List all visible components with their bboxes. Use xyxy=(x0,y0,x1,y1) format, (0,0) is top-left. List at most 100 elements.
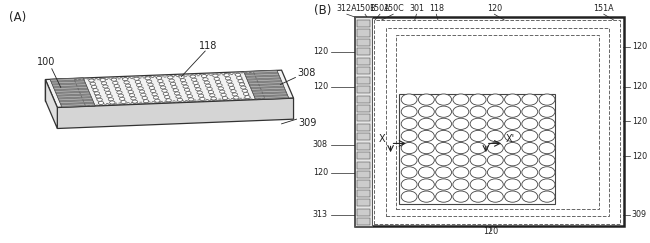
Ellipse shape xyxy=(142,96,148,99)
Polygon shape xyxy=(246,76,280,79)
Polygon shape xyxy=(61,103,95,106)
Circle shape xyxy=(453,94,469,105)
Bar xyxy=(357,199,370,207)
Circle shape xyxy=(539,155,555,166)
Circle shape xyxy=(419,118,434,130)
Ellipse shape xyxy=(117,91,122,94)
Ellipse shape xyxy=(181,82,187,85)
Circle shape xyxy=(419,179,434,190)
Ellipse shape xyxy=(103,85,108,88)
Ellipse shape xyxy=(222,96,227,100)
Circle shape xyxy=(401,130,417,142)
Circle shape xyxy=(419,130,434,142)
Ellipse shape xyxy=(205,84,211,87)
Circle shape xyxy=(488,167,503,178)
Bar xyxy=(357,171,370,178)
Ellipse shape xyxy=(183,85,188,88)
Ellipse shape xyxy=(180,79,186,82)
Polygon shape xyxy=(51,81,85,84)
Ellipse shape xyxy=(89,79,94,82)
Ellipse shape xyxy=(174,92,180,95)
Ellipse shape xyxy=(138,87,143,90)
Ellipse shape xyxy=(96,95,101,98)
Bar xyxy=(357,190,370,197)
Ellipse shape xyxy=(140,93,146,96)
Text: 120: 120 xyxy=(483,227,498,236)
Ellipse shape xyxy=(237,77,242,79)
Ellipse shape xyxy=(220,90,225,93)
Bar xyxy=(357,77,370,84)
Ellipse shape xyxy=(118,94,124,97)
Circle shape xyxy=(401,155,417,166)
Ellipse shape xyxy=(129,94,135,97)
Ellipse shape xyxy=(238,80,243,83)
Ellipse shape xyxy=(162,89,167,92)
Ellipse shape xyxy=(242,89,248,92)
Text: 118: 118 xyxy=(199,41,217,51)
Ellipse shape xyxy=(221,93,226,96)
Ellipse shape xyxy=(135,80,140,84)
Text: 120: 120 xyxy=(632,42,647,51)
Ellipse shape xyxy=(158,79,163,83)
Circle shape xyxy=(436,130,452,142)
Circle shape xyxy=(504,167,521,178)
Text: 120: 120 xyxy=(632,117,647,126)
Polygon shape xyxy=(245,73,279,77)
Ellipse shape xyxy=(173,89,179,92)
Circle shape xyxy=(453,130,469,142)
Ellipse shape xyxy=(128,90,133,94)
Ellipse shape xyxy=(112,81,118,84)
Circle shape xyxy=(453,167,469,178)
Ellipse shape xyxy=(121,101,126,104)
Ellipse shape xyxy=(145,77,150,80)
Bar xyxy=(357,86,370,93)
Text: X: X xyxy=(379,134,385,144)
Text: 308: 308 xyxy=(313,140,328,149)
Ellipse shape xyxy=(105,91,111,94)
Ellipse shape xyxy=(159,83,164,86)
Ellipse shape xyxy=(231,90,236,93)
Circle shape xyxy=(539,118,555,130)
Text: 151A: 151A xyxy=(593,4,614,13)
Ellipse shape xyxy=(177,98,183,101)
Text: (A): (A) xyxy=(10,11,27,24)
Ellipse shape xyxy=(127,87,132,90)
Ellipse shape xyxy=(194,85,200,88)
Text: 308: 308 xyxy=(297,68,315,78)
Ellipse shape xyxy=(107,95,112,98)
Bar xyxy=(357,48,370,55)
Ellipse shape xyxy=(239,83,244,86)
Circle shape xyxy=(539,191,555,202)
Circle shape xyxy=(488,130,503,142)
Text: 313: 313 xyxy=(313,210,328,219)
Circle shape xyxy=(488,191,503,202)
Circle shape xyxy=(436,155,452,166)
Ellipse shape xyxy=(101,82,107,85)
Circle shape xyxy=(470,130,486,142)
Ellipse shape xyxy=(193,81,198,85)
Bar xyxy=(396,35,599,208)
Ellipse shape xyxy=(94,92,99,95)
Circle shape xyxy=(504,191,521,202)
Ellipse shape xyxy=(111,78,116,81)
Circle shape xyxy=(436,167,452,178)
Polygon shape xyxy=(252,90,286,93)
Text: 120: 120 xyxy=(313,168,328,177)
Circle shape xyxy=(488,142,503,154)
Ellipse shape xyxy=(185,88,190,91)
Ellipse shape xyxy=(209,94,215,97)
Ellipse shape xyxy=(100,78,105,82)
Polygon shape xyxy=(50,78,84,81)
Circle shape xyxy=(401,179,417,190)
Ellipse shape xyxy=(240,86,246,89)
Ellipse shape xyxy=(227,80,232,83)
Ellipse shape xyxy=(218,87,224,90)
Bar xyxy=(357,209,370,216)
Circle shape xyxy=(539,167,555,178)
Circle shape xyxy=(401,106,417,117)
Ellipse shape xyxy=(155,99,160,102)
Circle shape xyxy=(522,130,538,142)
Ellipse shape xyxy=(179,76,184,78)
Ellipse shape xyxy=(157,76,162,79)
Ellipse shape xyxy=(152,93,157,96)
